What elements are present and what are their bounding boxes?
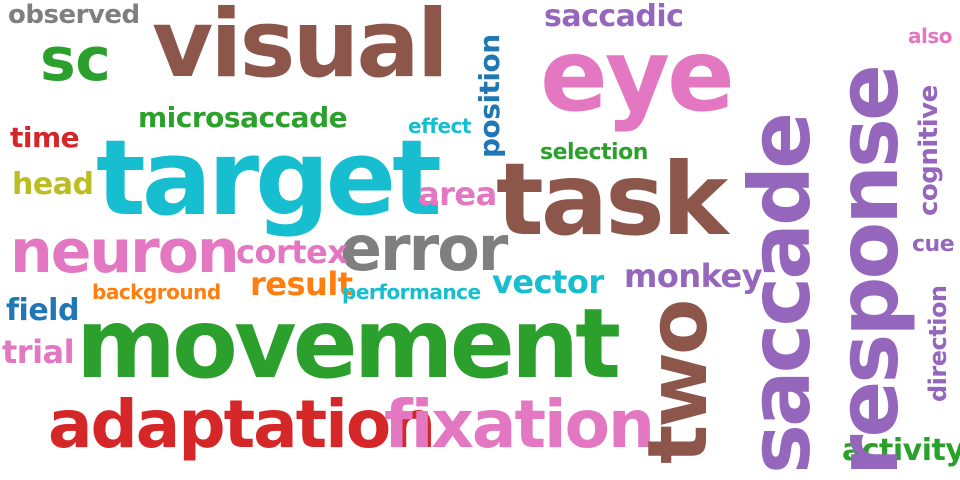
word-background: background (92, 280, 221, 304)
word-result: result (250, 265, 353, 303)
word-performance: performance (342, 280, 481, 304)
word-vector: vector (492, 263, 604, 301)
word-cue: cue (912, 232, 955, 257)
word-field: field (6, 293, 79, 328)
word-cortex: cortex (236, 233, 348, 271)
word-head: head (12, 167, 94, 202)
word-direction: direction (924, 285, 952, 402)
word-adaptation: adaptation (48, 386, 436, 463)
word-monkey: monkey (624, 257, 763, 295)
word-target: target (96, 117, 442, 239)
word-movement: movement (76, 288, 621, 400)
word-sc: sc (40, 25, 111, 95)
word-task: task (496, 141, 728, 258)
word-error: error (340, 212, 508, 285)
word-time: time (10, 121, 80, 154)
word-saccadic: saccadic (544, 0, 684, 34)
word-observed: observed (8, 0, 140, 30)
word-also: also (908, 24, 953, 48)
word-position: position (473, 34, 506, 158)
word-area: area (418, 175, 497, 213)
word-response: response (819, 66, 917, 476)
word-trial: trial (2, 333, 75, 371)
word-cognitive: cognitive (914, 85, 944, 216)
word-two: two (631, 301, 726, 464)
word-fixation: fixation (384, 386, 655, 463)
word-activity: activity (842, 433, 960, 468)
word-microsaccade: microsaccade (138, 101, 348, 134)
word-selection: selection (540, 140, 648, 165)
word-saccade: saccade (731, 114, 829, 474)
word-neuron: neuron (10, 217, 240, 287)
word-eye: eye (540, 17, 735, 134)
word-effect: effect (408, 114, 471, 138)
word-visual: visual (152, 0, 449, 99)
